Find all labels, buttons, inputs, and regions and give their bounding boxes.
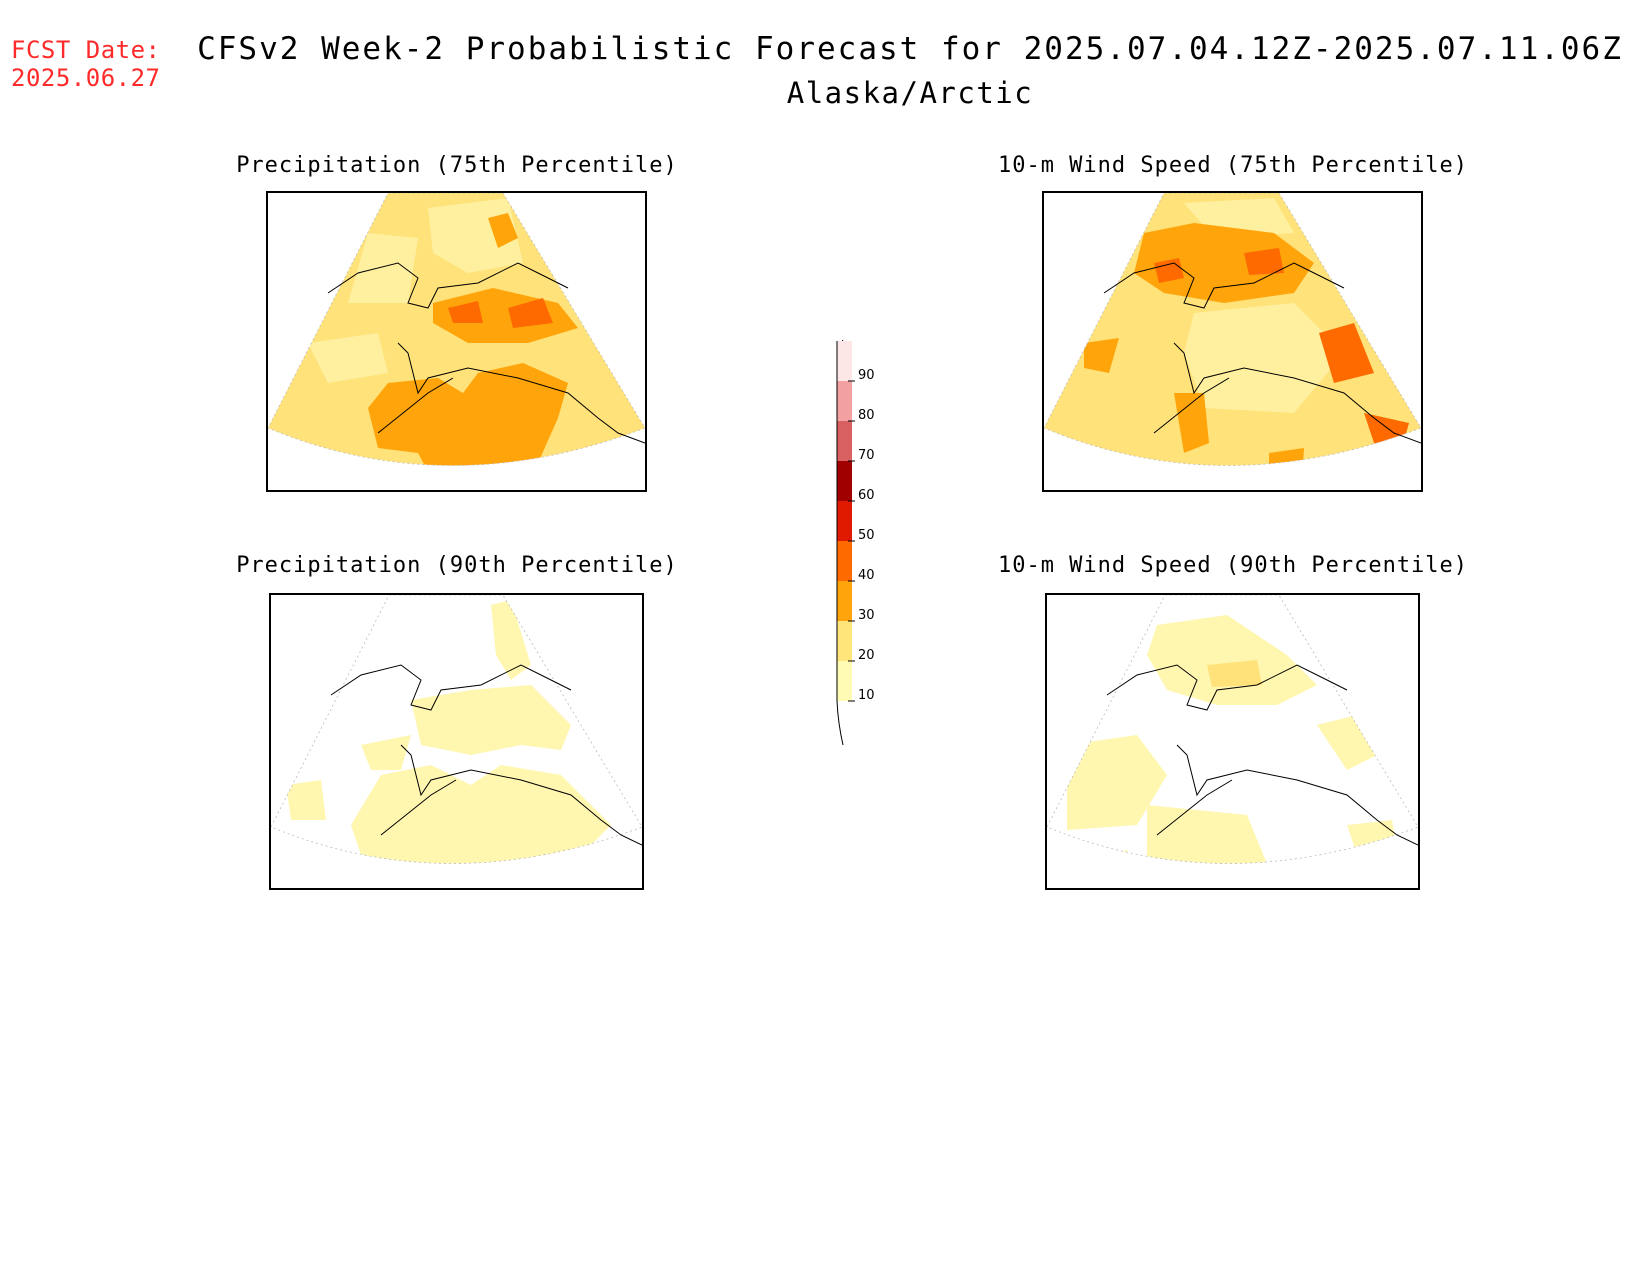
colorbar-swatch: [837, 621, 852, 661]
colorbar-label: 30: [858, 608, 875, 623]
panel-title-precip-75: Precipitation (75th Percentile): [236, 153, 678, 178]
figure-title: CFSv2 Week-2 Probabilistic Forecast for …: [197, 31, 1623, 67]
colorbar-swatch: [837, 341, 852, 381]
panel-title-precip-90: Precipitation (90th Percentile): [236, 553, 678, 578]
forecast-date-block: FCST Date: 2025.06.27: [11, 36, 161, 92]
colorbar-label: 80: [858, 408, 875, 423]
map-precip-75: [266, 191, 647, 492]
colorbar-swatch: [837, 501, 852, 541]
colorbar-swatch: [837, 661, 852, 701]
colorbar-label: 90: [858, 368, 875, 383]
colorbar-label: 70: [858, 448, 875, 463]
colorbar-label: 60: [858, 488, 875, 503]
colorbar-label: 10: [858, 688, 875, 703]
colorbar: 10 20 30 40 50 60 70 80 90: [836, 339, 875, 745]
colorbar-label: 20: [858, 648, 875, 663]
colorbar-swatch: [837, 421, 852, 461]
forecast-date-value: 2025.06.27: [11, 64, 161, 92]
map-precip-90: [269, 593, 644, 890]
colorbar-swatch: [837, 461, 852, 501]
panel-title-wind-75: 10-m Wind Speed (75th Percentile): [997, 153, 1469, 178]
colorbar-label: 40: [858, 568, 875, 583]
forecast-date-label: FCST Date:: [11, 36, 161, 64]
map-wind-75: [1042, 191, 1423, 492]
region-title: Alaska/Arctic: [786, 76, 1034, 110]
colorbar-swatch: [837, 541, 852, 581]
colorbar-swatch: [837, 381, 852, 421]
colorbar-label: 50: [858, 528, 875, 543]
panel-title-wind-90: 10-m Wind Speed (90th Percentile): [997, 553, 1469, 578]
map-wind-90: [1045, 593, 1420, 890]
colorbar-swatch: [837, 581, 852, 621]
